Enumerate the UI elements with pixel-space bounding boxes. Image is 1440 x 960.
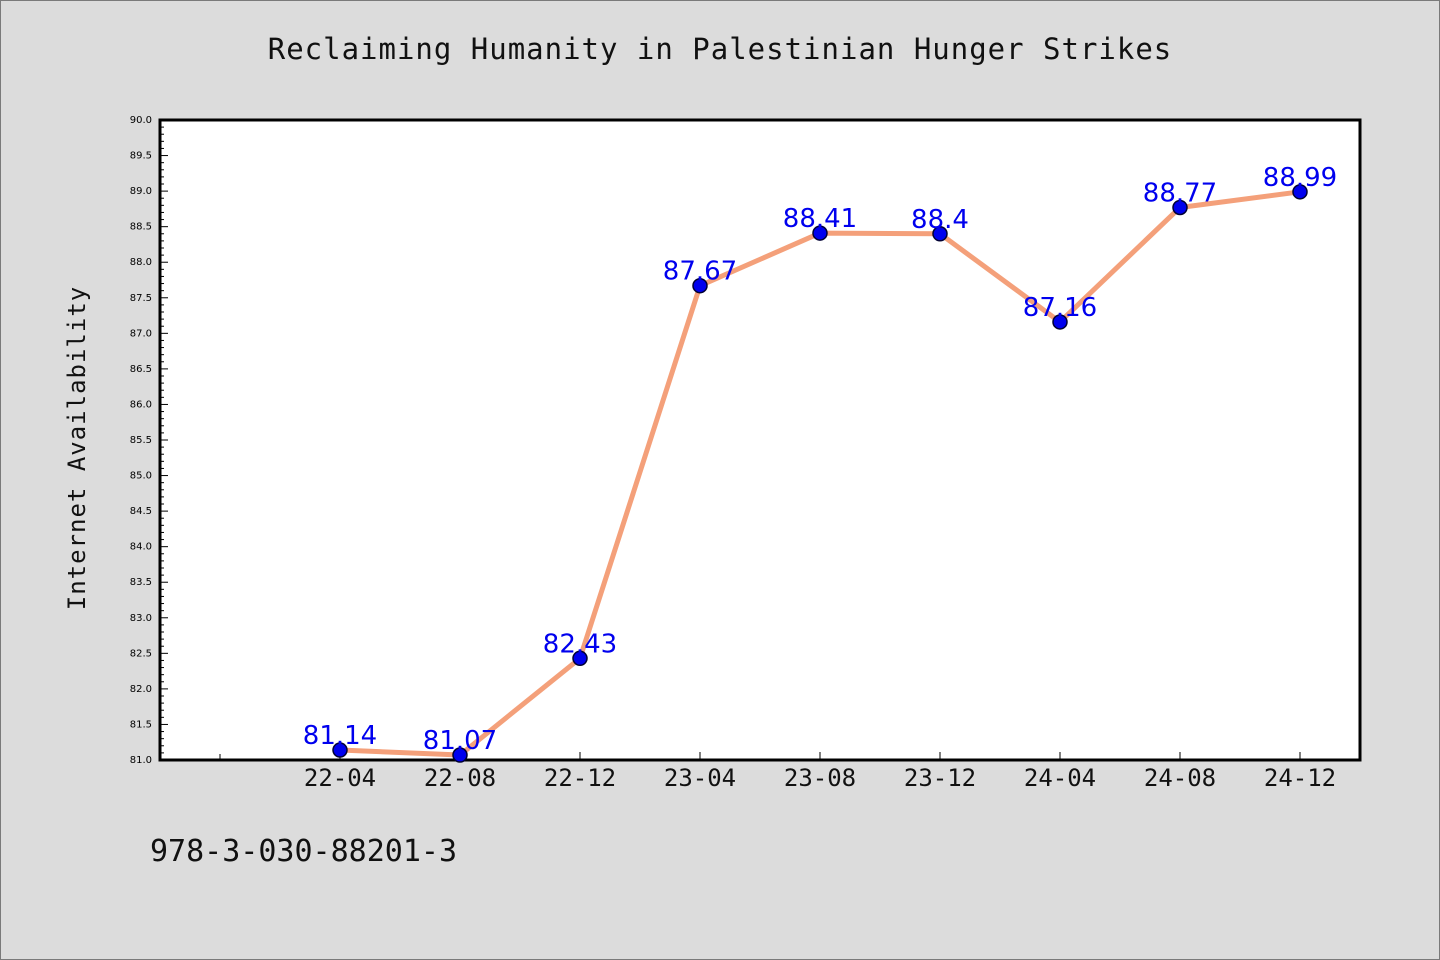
data-point — [932, 226, 948, 242]
y-tick-label: 82.5 — [130, 648, 152, 659]
y-tick-label: 86.0 — [130, 399, 152, 410]
data-label: 88.4 — [911, 205, 969, 235]
data-point — [692, 277, 708, 294]
data-point — [1052, 314, 1068, 330]
data-label: 81.14 — [303, 721, 377, 751]
y-tick-label: 87.5 — [130, 293, 152, 304]
data-point — [1292, 184, 1308, 200]
y-tick-label: 87.0 — [130, 328, 152, 339]
x-tick-label: 23-04 — [664, 764, 736, 792]
y-tick-label: 84.5 — [130, 506, 152, 517]
y-tick-label: 81.5 — [130, 719, 152, 730]
data-point — [332, 742, 348, 758]
data-point — [572, 650, 588, 667]
y-tick-label: 84.0 — [130, 542, 152, 553]
data-label: 88.77 — [1143, 178, 1217, 208]
data-point — [1172, 199, 1188, 216]
y-tick-label: 89.5 — [130, 151, 152, 162]
data-label: 81.07 — [423, 726, 497, 756]
y-tick-label: 81.0 — [130, 755, 152, 766]
data-label: 82.43 — [543, 629, 617, 659]
x-tick-label: 22-12 — [544, 764, 616, 792]
x-tick-label: 24-04 — [1024, 764, 1096, 792]
y-tick-label: 86.5 — [130, 364, 152, 375]
data-point — [812, 225, 828, 241]
y-tick-label: 89.0 — [130, 186, 152, 197]
x-tick-label: 24-12 — [1264, 764, 1336, 792]
y-tick-label: 83.0 — [130, 613, 152, 624]
data-point — [452, 747, 468, 763]
y-tick-label: 82.0 — [130, 684, 152, 695]
x-tick-label: 23-12 — [904, 764, 976, 792]
data-label: 88.41 — [783, 204, 857, 234]
x-tick-label: 22-08 — [424, 764, 496, 792]
x-tick-label: 24-08 — [1144, 764, 1216, 792]
data-label: 87.67 — [663, 257, 737, 287]
x-tick-label: 22-04 — [304, 764, 376, 792]
y-tick-label: 85.5 — [130, 435, 152, 446]
y-tick-label: 88.0 — [130, 257, 152, 268]
plot-area — [158, 118, 1362, 762]
data-label: 88.99 — [1263, 163, 1337, 193]
y-tick-label: 85.0 — [130, 471, 152, 482]
y-tick-label: 88.5 — [130, 222, 152, 233]
data-label: 87.16 — [1023, 293, 1097, 323]
x-tick-label: 23-08 — [784, 764, 856, 792]
y-tick-label: 90.0 — [130, 115, 152, 126]
chart-title: Reclaiming Humanity in Palestinian Hunge… — [267, 32, 1173, 66]
footer-id-text: 978-3-030-88201-3 — [150, 834, 458, 869]
y-tick-label: 83.5 — [130, 577, 152, 588]
